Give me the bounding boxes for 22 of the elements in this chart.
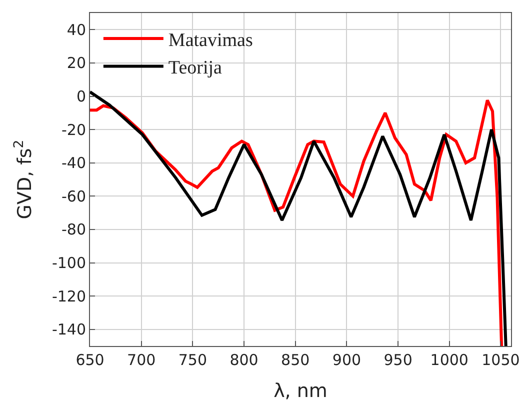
y-tick-label: -20 [62, 120, 86, 139]
y-tick-label: -120 [52, 287, 86, 306]
y-tick-label: -140 [52, 320, 86, 339]
x-tick-label: 950 [384, 351, 412, 369]
x-tick-label: 1000 [430, 351, 468, 369]
x-tick-label: 900 [332, 351, 362, 369]
y-tick-label: -60 [62, 187, 86, 206]
x-axis-title: λ, nm [274, 380, 328, 402]
x-tick-label: 850 [281, 351, 310, 369]
x-tick-label: 650 [76, 351, 104, 369]
y-tick-label: 0 [76, 88, 86, 106]
y-tick-label: -80 [62, 220, 86, 239]
x-tick-label: 750 [178, 351, 207, 369]
y-tick-label: -40 [62, 154, 86, 172]
y-tick-label: 40 [66, 20, 86, 39]
legend-label: Teorija [168, 58, 223, 79]
y-tick-label: -100 [52, 254, 86, 272]
legend-label: Matavimas [168, 30, 253, 51]
x-tick-label: 1050 [482, 351, 520, 369]
y-tick-label: 20 [66, 54, 86, 72]
x-tick-label: 700 [127, 351, 156, 369]
x-tick-label: 800 [230, 351, 258, 369]
